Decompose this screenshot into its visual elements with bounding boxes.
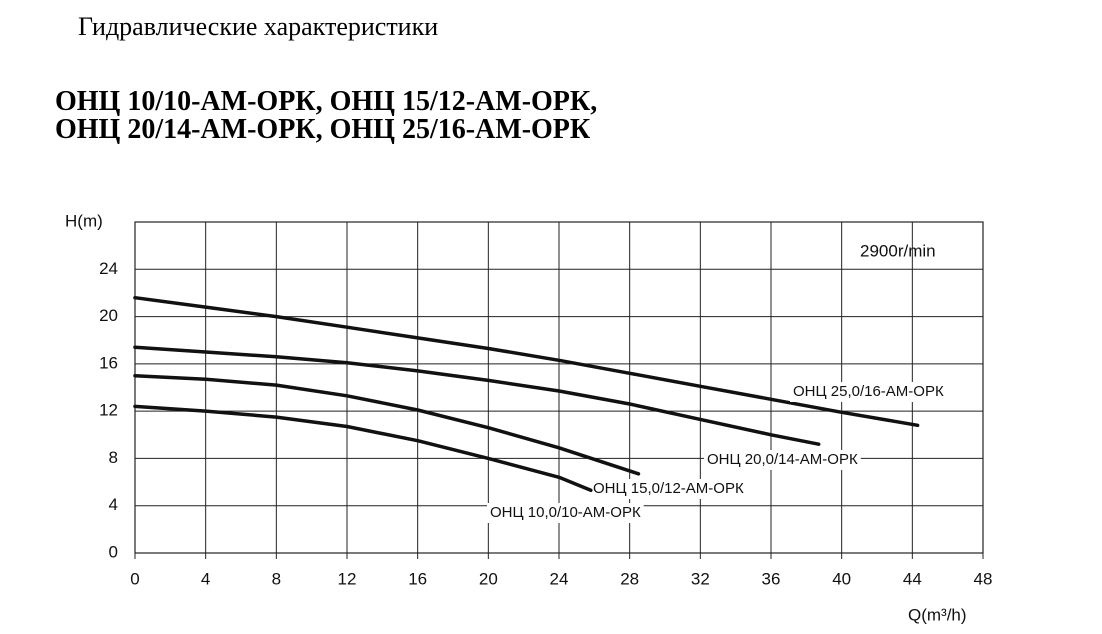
x-tick-label: 28	[620, 569, 639, 588]
y-axis-label: H(m)	[65, 211, 103, 230]
x-tick-label: 40	[832, 569, 851, 588]
curve-label: ОНЦ 15,0/12-АМ-ОРК	[593, 480, 744, 497]
model-list-line: ОНЦ 20/14-АМ-ОРК, ОНЦ 25/16-АМ-ОРК	[55, 114, 591, 145]
curve-label: ОНЦ 10,0/10-АМ-ОРК	[490, 504, 641, 521]
model-list-line: ОНЦ 10/10-АМ-ОРК, ОНЦ 15/12-АМ-ОРК,	[55, 86, 598, 117]
y-tick-label: 4	[109, 495, 118, 514]
y-tick-label: 20	[99, 306, 118, 325]
curve	[133, 345, 821, 446]
document-title: Гидравлические характеристики	[78, 12, 439, 41]
curve-label: ОНЦ 20,0/14-АМ-ОРК	[707, 451, 858, 468]
curve-label-background	[790, 382, 947, 402]
x-tick-label: 24	[550, 569, 569, 588]
x-tick-label: 32	[691, 569, 710, 588]
y-tick-label: 12	[99, 401, 118, 420]
curve	[133, 404, 593, 493]
x-tick-label: 0	[130, 569, 139, 588]
curve	[133, 373, 641, 476]
y-tick-label: 24	[99, 259, 118, 278]
x-tick-label: 44	[903, 569, 922, 588]
plot-frame	[134, 221, 984, 554]
y-tick-label: 16	[99, 353, 118, 372]
y-tick-label: 8	[109, 448, 118, 467]
x-tick-label: 12	[338, 569, 357, 588]
x-axis-label: Q(m³/h)	[908, 605, 967, 624]
x-tick-label: 4	[201, 569, 210, 588]
curve-label-background	[590, 479, 747, 499]
x-tick-label: 36	[762, 569, 781, 588]
x-tick-label: 20	[479, 569, 498, 588]
curve	[133, 295, 920, 428]
speed-annotation: 2900r/min	[860, 241, 936, 260]
y-tick-label: 0	[109, 542, 118, 561]
curve-label: ОНЦ 25,0/16-АМ-ОРК	[793, 383, 944, 400]
x-tick-label: 48	[974, 569, 993, 588]
x-tick-label: 16	[408, 569, 427, 588]
x-tick-label: 8	[272, 569, 281, 588]
curve-label-background	[487, 503, 644, 523]
curve-label-background	[704, 450, 861, 470]
